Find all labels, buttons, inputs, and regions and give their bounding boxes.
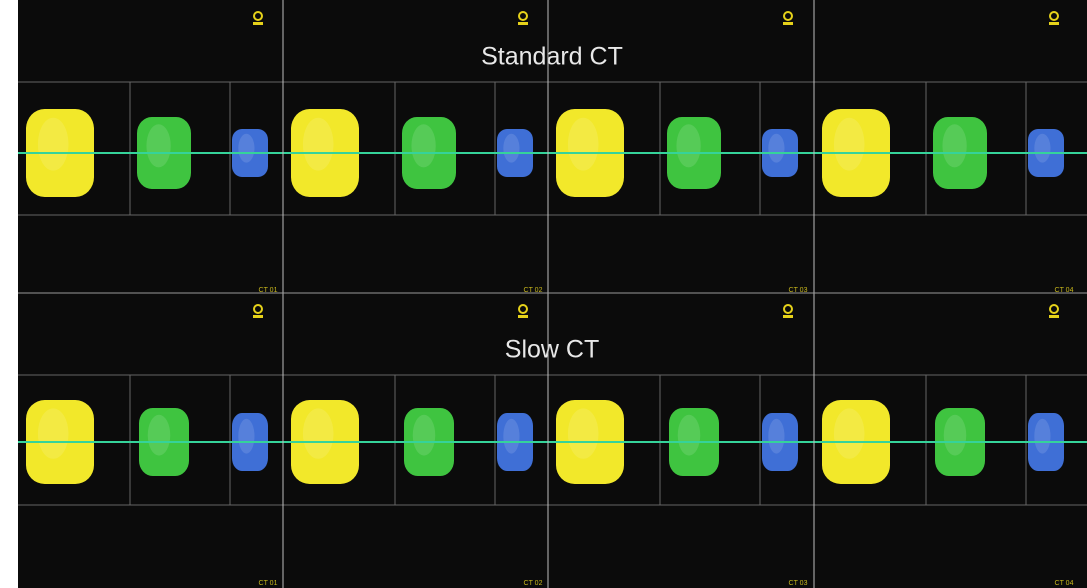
orientation-icon bbox=[1049, 315, 1059, 318]
object-highlight bbox=[768, 419, 784, 454]
object-highlight bbox=[303, 408, 334, 458]
object-highlight bbox=[1034, 419, 1050, 454]
viewport-label: CT 03 bbox=[789, 580, 808, 587]
orientation-icon bbox=[783, 315, 793, 318]
viewer-background bbox=[18, 0, 1087, 588]
object-highlight bbox=[676, 124, 700, 167]
object-highlight bbox=[678, 415, 701, 456]
viewport-label: CT 02 bbox=[524, 580, 543, 587]
object-highlight bbox=[413, 415, 436, 456]
object-highlight bbox=[238, 134, 254, 163]
viewport-label: CT 04 bbox=[1055, 580, 1074, 587]
object-highlight bbox=[411, 124, 435, 167]
orientation-icon bbox=[253, 22, 263, 25]
object-highlight bbox=[942, 124, 966, 167]
ct-comparison-figure: CT 01CT 02CT 03CT 04Standard CTCT 01CT 0… bbox=[0, 0, 1087, 588]
orientation-icon bbox=[783, 22, 793, 25]
object-highlight bbox=[1034, 134, 1050, 163]
object-highlight bbox=[768, 134, 784, 163]
panel-title: Slow CT bbox=[505, 336, 599, 364]
panel-title: Standard CT bbox=[481, 43, 623, 71]
orientation-icon bbox=[1049, 22, 1059, 25]
object-highlight bbox=[38, 118, 69, 171]
object-highlight bbox=[944, 415, 967, 456]
object-highlight bbox=[568, 118, 599, 171]
object-highlight bbox=[146, 124, 170, 167]
object-highlight bbox=[568, 408, 599, 458]
object-highlight bbox=[503, 419, 519, 454]
object-highlight bbox=[238, 419, 254, 454]
orientation-icon bbox=[518, 22, 528, 25]
object-highlight bbox=[148, 415, 171, 456]
object-highlight bbox=[38, 408, 69, 458]
object-highlight bbox=[834, 408, 865, 458]
object-highlight bbox=[834, 118, 865, 171]
orientation-icon bbox=[253, 315, 263, 318]
object-highlight bbox=[303, 118, 334, 171]
object-highlight bbox=[503, 134, 519, 163]
orientation-icon bbox=[518, 315, 528, 318]
viewport-label: CT 01 bbox=[259, 580, 278, 587]
